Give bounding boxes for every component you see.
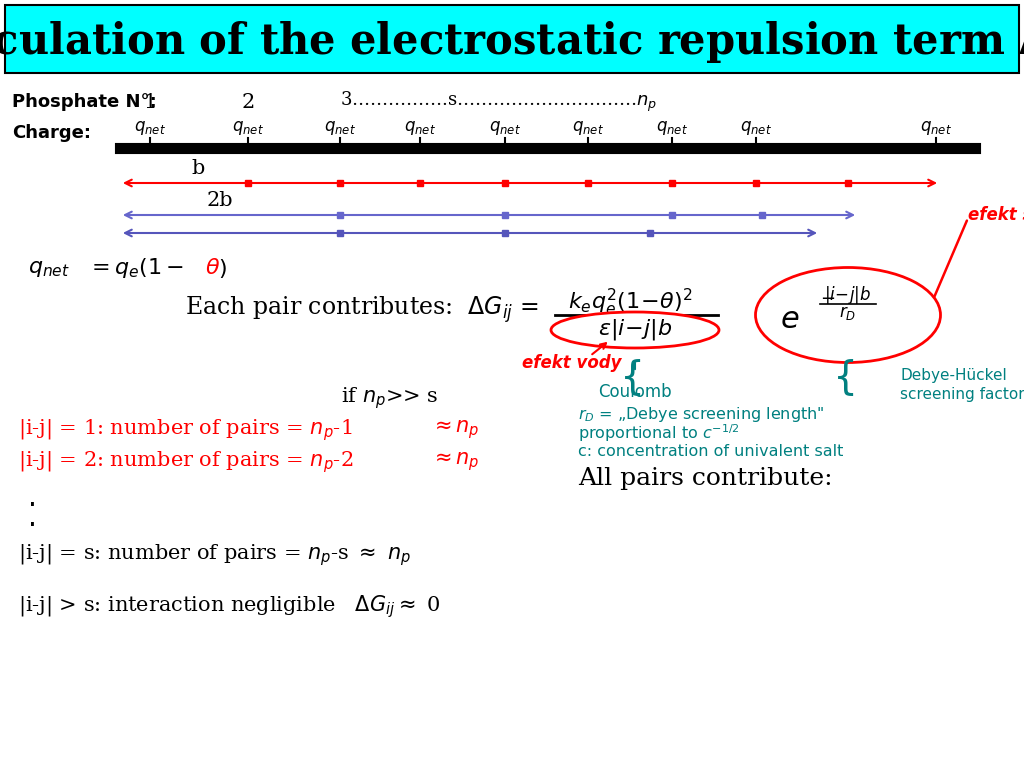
Text: 1: 1 [143, 92, 157, 111]
Text: $r_D$ = „Debye screening length": $r_D$ = „Debye screening length" [578, 406, 824, 425]
Text: .: . [28, 504, 37, 532]
Text: $q_{net}$: $q_{net}$ [740, 119, 772, 137]
Text: $q_{net}$: $q_{net}$ [28, 257, 70, 279]
Text: efekt vody: efekt vody [522, 354, 622, 372]
Text: $r_D$: $r_D$ [840, 304, 857, 322]
Text: efekt soli: efekt soli [968, 206, 1024, 224]
Text: |i-j| > s: interaction negligible   $\Delta G_{ij}$$\approx$ 0: |i-j| > s: interaction negligible $\Delt… [18, 594, 440, 621]
Text: $\theta$: $\theta$ [205, 257, 220, 279]
Text: $k_e q_e^2(1\!-\!\theta)^2$: $k_e q_e^2(1\!-\!\theta)^2$ [568, 286, 692, 318]
Text: Each pair contributes:  $\Delta G_{ij}$ =: Each pair contributes: $\Delta G_{ij}$ = [185, 295, 539, 326]
Text: $q_{net}$: $q_{net}$ [489, 119, 521, 137]
Text: $q_{net}$: $q_{net}$ [134, 119, 166, 137]
Text: Coulomb: Coulomb [598, 383, 672, 401]
Text: $q_{net}$: $q_{net}$ [656, 119, 688, 137]
Ellipse shape [551, 312, 719, 348]
Text: 2b: 2b [207, 190, 233, 210]
Text: b: b [191, 158, 205, 177]
Text: $-$: $-$ [820, 288, 836, 306]
Text: |i-j| = 1: number of pairs = $n_p$-1: |i-j| = 1: number of pairs = $n_p$-1 [18, 417, 352, 443]
Text: $q_{net}$: $q_{net}$ [232, 119, 264, 137]
Text: Phosphate N°:: Phosphate N°: [12, 93, 157, 111]
Text: $q_{net}$: $q_{net}$ [572, 119, 604, 137]
Text: $q_{net}$: $q_{net}$ [324, 119, 356, 137]
Text: Debye-Hückel
screening factor: Debye-Hückel screening factor [900, 368, 1024, 402]
Text: $)$: $)$ [218, 257, 226, 280]
Text: $e$: $e$ [780, 304, 800, 336]
Text: $\varepsilon|i\!-\!j|b$: $\varepsilon|i\!-\!j|b$ [598, 317, 673, 343]
Text: 3…………….s…………………………$n_p$: 3…………….s…………………………$n_p$ [340, 90, 657, 114]
Text: .: . [28, 484, 37, 512]
Text: $q_{net}$: $q_{net}$ [920, 119, 952, 137]
Text: Calculation of the electrostatic repulsion term $\Delta G_{el}$: Calculation of the electrostatic repulsi… [0, 19, 1024, 65]
Text: $\approx n_p$: $\approx n_p$ [430, 451, 479, 473]
Text: All pairs contribute:: All pairs contribute: [578, 466, 833, 489]
Text: Charge:: Charge: [12, 124, 91, 142]
Text: |i-j| = s: number of pairs = $n_p$-s $\approx$ $n_p$: |i-j| = s: number of pairs = $n_p$-s $\a… [18, 542, 411, 568]
Text: $|i\!-\!j|b$: $|i\!-\!j|b$ [824, 284, 871, 306]
Text: |i-j| = 2: number of pairs = $n_p$-2: |i-j| = 2: number of pairs = $n_p$-2 [18, 449, 353, 475]
Text: $= q_e(1-\ $: $= q_e(1-\ $ [87, 256, 184, 280]
Text: proportional to $c^{-1/2}$: proportional to $c^{-1/2}$ [578, 422, 739, 444]
Text: $\approx n_p$: $\approx n_p$ [430, 419, 479, 442]
Text: $\}$: $\}$ [624, 355, 646, 396]
Text: 2: 2 [242, 92, 255, 111]
FancyBboxPatch shape [5, 5, 1019, 73]
Text: $\}$: $\}$ [837, 355, 859, 396]
Text: c: concentration of univalent salt: c: concentration of univalent salt [578, 443, 844, 458]
Ellipse shape [756, 267, 940, 362]
Text: $q_{net}$: $q_{net}$ [404, 119, 436, 137]
Text: if $n_p$>> s: if $n_p$>> s [341, 385, 438, 411]
